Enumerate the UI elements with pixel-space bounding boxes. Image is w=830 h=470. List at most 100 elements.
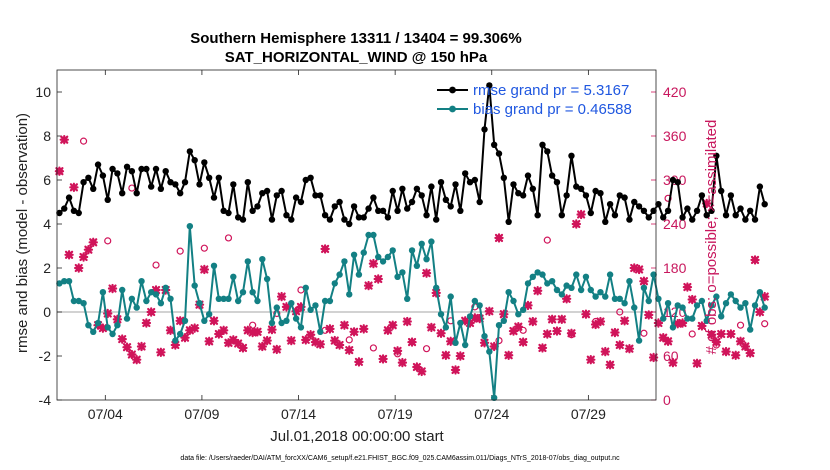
assimilated-obs-marker bbox=[88, 237, 98, 248]
rmse-marker bbox=[283, 212, 290, 219]
legend-entry-rmse: rmse grand pr = 5.3167 bbox=[473, 82, 629, 99]
assimilated-obs-marker bbox=[402, 316, 412, 327]
rmse-marker bbox=[674, 179, 681, 186]
rmse-marker bbox=[138, 165, 145, 173]
rmse-marker bbox=[727, 192, 735, 199]
rmse-marker bbox=[104, 196, 111, 203]
assimilated-obs-marker bbox=[276, 291, 287, 302]
bias-marker bbox=[404, 295, 411, 302]
assimilated-obs-marker bbox=[407, 337, 417, 347]
assimilated-obs-marker bbox=[687, 294, 697, 305]
bias-marker bbox=[307, 306, 314, 313]
rmse-marker bbox=[558, 212, 566, 219]
assimilated-obs-marker bbox=[272, 344, 282, 355]
assimilated-obs-marker bbox=[740, 341, 751, 352]
bias-marker bbox=[500, 317, 508, 324]
rmse-marker bbox=[341, 216, 348, 223]
assimilated-obs-marker bbox=[735, 336, 746, 347]
bias-marker bbox=[321, 297, 329, 305]
rmse-marker bbox=[394, 207, 401, 214]
rmse-marker bbox=[128, 168, 136, 175]
rmse-marker bbox=[99, 172, 107, 179]
bias-marker bbox=[461, 341, 469, 349]
bias-marker bbox=[379, 258, 387, 265]
bias-marker bbox=[230, 273, 237, 280]
bias-marker bbox=[331, 280, 338, 287]
assimilated-obs-marker bbox=[349, 327, 359, 337]
legend: rmse grand pr = 5.3167 bias grand pr = 0… bbox=[437, 82, 632, 118]
bias-marker bbox=[568, 284, 575, 291]
assimilated-obs-marker bbox=[98, 323, 108, 333]
rmse-marker bbox=[350, 203, 358, 210]
rmse-marker bbox=[611, 212, 619, 219]
possible-obs-marker bbox=[224, 234, 233, 242]
assimilated-obs-marker bbox=[702, 198, 712, 209]
assimilated-obs-marker bbox=[132, 354, 142, 365]
rmse-marker bbox=[650, 207, 657, 214]
rmse-marker bbox=[191, 157, 198, 164]
assimilated-obs-marker bbox=[499, 309, 509, 319]
assimilated-obs-marker bbox=[615, 340, 625, 350]
rmse-marker bbox=[500, 174, 508, 181]
rmse-marker bbox=[133, 190, 140, 197]
assimilated-obs-marker bbox=[397, 357, 408, 368]
assimilated-obs-marker bbox=[755, 307, 765, 317]
bias-marker bbox=[761, 304, 768, 311]
rmse-marker bbox=[413, 185, 421, 192]
rmse-marker bbox=[539, 141, 546, 148]
rmse-marker bbox=[461, 170, 469, 177]
rmse-marker bbox=[490, 141, 498, 148]
rmse-marker bbox=[355, 214, 363, 221]
rmse-marker bbox=[684, 205, 691, 212]
rmse-marker bbox=[693, 207, 701, 214]
bias-marker bbox=[519, 306, 527, 313]
assimilated-obs-marker bbox=[238, 343, 248, 353]
legend-entry-bias: bias grand pr = 0.46588 bbox=[473, 101, 632, 118]
rmse-marker bbox=[365, 205, 372, 212]
assimilated-obs-marker bbox=[392, 346, 403, 356]
y-tick-label: 4 bbox=[43, 216, 51, 232]
bias-marker bbox=[490, 394, 498, 401]
bias-marker bbox=[505, 289, 512, 296]
assimilated-obs-marker bbox=[291, 306, 301, 316]
rmse-marker bbox=[433, 216, 440, 223]
assimilated-obs-marker bbox=[629, 263, 639, 273]
bias-marker bbox=[61, 278, 68, 285]
bias-marker bbox=[418, 240, 425, 247]
rmse-marker bbox=[244, 179, 252, 186]
bias-marker bbox=[582, 273, 590, 280]
bias-marker bbox=[674, 302, 681, 309]
bias-marker bbox=[70, 297, 78, 305]
rmse-marker bbox=[278, 187, 285, 195]
bias-marker bbox=[611, 295, 619, 302]
rmse-marker bbox=[563, 192, 570, 199]
bias-marker bbox=[689, 315, 696, 322]
bias-marker bbox=[90, 328, 97, 335]
bias-marker bbox=[452, 339, 459, 346]
bias-marker bbox=[176, 330, 184, 338]
rmse-marker bbox=[616, 192, 623, 199]
assimilated-obs-marker bbox=[586, 354, 596, 365]
assimilated-obs-marker bbox=[54, 166, 65, 176]
bias-marker bbox=[442, 324, 450, 331]
assimilated-obs-marker bbox=[436, 328, 446, 338]
rmse-marker bbox=[664, 207, 672, 214]
bias-marker bbox=[640, 284, 648, 291]
assimilated-obs-marker bbox=[252, 327, 263, 337]
bias-marker bbox=[577, 286, 585, 294]
bias-marker bbox=[152, 291, 160, 298]
y2-tick-label: 420 bbox=[663, 84, 687, 100]
y-tick-label: -4 bbox=[39, 392, 52, 408]
bias-marker bbox=[268, 319, 276, 327]
assimilated-obs-marker bbox=[339, 320, 350, 330]
bias-marker bbox=[616, 295, 623, 302]
bias-marker bbox=[225, 295, 232, 302]
assimilated-obs-marker bbox=[731, 350, 741, 360]
rmse-marker bbox=[302, 176, 309, 184]
assimilated-obs-marker bbox=[692, 358, 702, 369]
rmse-marker bbox=[718, 187, 725, 195]
rmse-marker bbox=[597, 190, 604, 197]
bias-marker bbox=[94, 319, 102, 327]
bias-marker bbox=[278, 319, 285, 327]
possible-obs-marker bbox=[345, 336, 353, 344]
